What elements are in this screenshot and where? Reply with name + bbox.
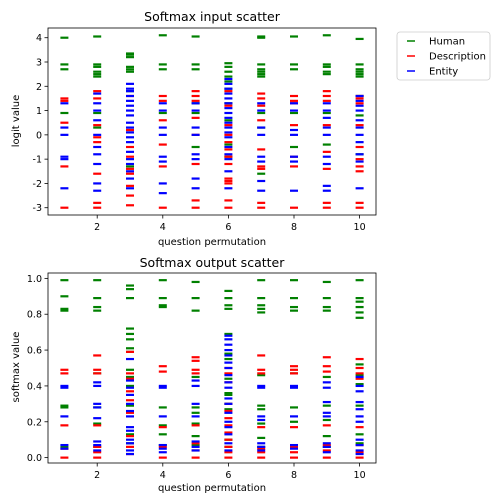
- bottom-chart-y-tick-label: 0.6: [27, 346, 42, 357]
- bottom-chart: Softmax output scatter question permutat…: [11, 255, 377, 494]
- bottom-chart-frame: [47, 272, 377, 464]
- bottom-chart-x-axis-label: question permutation: [158, 483, 266, 494]
- bottom-chart-x-tick-label: 4: [160, 470, 166, 481]
- bottom-chart-x-tick-label: 6: [225, 470, 231, 481]
- legend-human-label: Human: [429, 37, 465, 48]
- bottom-chart-x-tick-label: 8: [291, 470, 297, 481]
- bottom-chart-x-tick-label: 10: [354, 470, 366, 481]
- top-chart-y-tick-label: 3: [36, 58, 42, 69]
- top-chart-marks: [60, 34, 364, 209]
- top-chart-y-tick-label: 0: [36, 130, 42, 141]
- top-chart-x-tick-label: 2: [94, 222, 100, 233]
- top-chart-x-tick-label: 8: [291, 222, 297, 233]
- bottom-chart-y-tick-label: 0.8: [27, 310, 42, 321]
- legend-box: [396, 31, 491, 81]
- legend-entity-label: Entity: [429, 67, 458, 78]
- top-chart: Softmax input scatter question permutati…: [11, 9, 377, 248]
- top-chart-y-tick-label: -2: [33, 179, 42, 190]
- bottom-chart-y-tick-label: 0.2: [27, 417, 42, 428]
- bottom-chart-y-tick-label: 0.0: [27, 453, 42, 464]
- legend: Human Description Entity: [396, 31, 491, 81]
- top-chart-x-tick-label: 4: [160, 222, 166, 233]
- bottom-chart-title: Softmax output scatter: [140, 255, 286, 270]
- top-chart-y-tick-label: -1: [33, 155, 42, 166]
- top-chart-x-axis-label: question permutation: [158, 237, 266, 248]
- top-chart-x-tick-label: 6: [225, 222, 231, 233]
- top-chart-y-tick-label: 4: [36, 33, 42, 44]
- top-chart-frame: [47, 27, 377, 216]
- top-chart-ticks: 2 4 6 8 10 -3 -2 -1 0 1 2 3 4: [33, 33, 366, 233]
- top-chart-y-axis-label: logit value: [11, 95, 22, 147]
- top-chart-y-tick-label: 1: [36, 106, 42, 117]
- bottom-chart-ticks: 2 4 6 8 10 0.0 0.2 0.4 0.6 0.8 1.0: [27, 274, 366, 481]
- bottom-chart-y-tick-label: 0.4: [27, 381, 42, 392]
- bottom-chart-x-tick-label: 2: [94, 470, 100, 481]
- top-chart-y-tick-label: 2: [36, 82, 42, 93]
- bottom-chart-y-axis-label: softmax value: [11, 332, 22, 403]
- top-chart-y-tick-label: -3: [33, 203, 42, 214]
- legend-description-label: Description: [429, 52, 486, 63]
- top-chart-title: Softmax input scatter: [144, 9, 281, 24]
- bottom-chart-y-tick-label: 1.0: [27, 274, 42, 285]
- top-chart-x-tick-label: 10: [354, 222, 366, 233]
- bottom-chart-marks: [60, 279, 364, 459]
